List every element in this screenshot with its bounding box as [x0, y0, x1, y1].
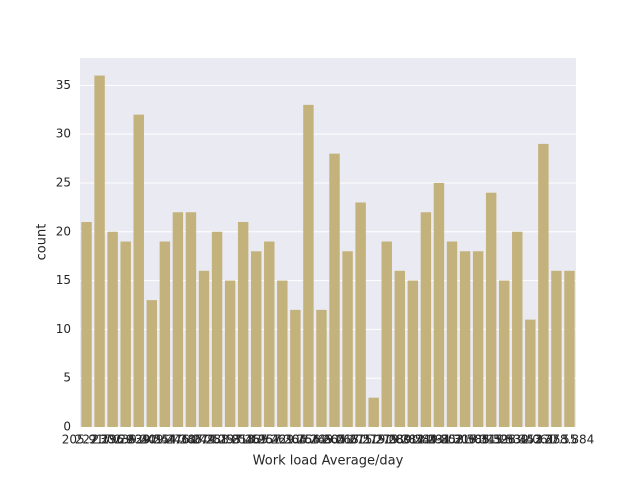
- bar: [407, 280, 419, 427]
- x-tick-label: 264.249: [284, 433, 334, 447]
- x-tick-label: 246.074: [166, 433, 216, 447]
- bar: [277, 280, 288, 427]
- bar: [303, 104, 314, 427]
- bar: [551, 270, 562, 427]
- bar: [342, 251, 353, 427]
- bar: [198, 270, 210, 427]
- y-tick-label: 15: [56, 273, 71, 287]
- x-tick-label: 205.917: [62, 433, 112, 447]
- bar: [211, 231, 223, 427]
- bar: [538, 143, 549, 427]
- bar: [264, 241, 275, 427]
- bar: [133, 114, 144, 427]
- x-tick-label: 253.957: [231, 433, 281, 447]
- bar: [94, 75, 105, 428]
- y-tick-label: 20: [56, 224, 71, 238]
- x-tick-label: 378.884: [545, 433, 595, 447]
- y-tick-label: 0: [63, 420, 71, 434]
- x-tick-label: 326.452: [492, 433, 542, 447]
- y-tick-label: 25: [56, 175, 71, 189]
- x-tick-label: 265.017: [310, 433, 360, 447]
- x-tick-label: 275.312: [375, 433, 425, 447]
- bar: [224, 280, 236, 427]
- x-tick-label: 239.554: [127, 433, 177, 447]
- bar: [316, 309, 327, 427]
- bar: [159, 241, 171, 427]
- bar: [381, 241, 392, 427]
- y-tick-label: 35: [56, 78, 71, 92]
- x-tick-label: 268.519: [336, 433, 386, 447]
- x-tick-label: 249.797: [192, 433, 242, 447]
- x-tick-label: 343.253: [519, 433, 569, 447]
- y-tick-label: 30: [56, 127, 71, 141]
- bar: [172, 212, 184, 427]
- bar: [355, 202, 366, 427]
- x-tick-label: 251.818: [205, 433, 255, 447]
- x-tick-label: 330.061: [506, 433, 556, 447]
- bar: [394, 270, 406, 427]
- bar: [485, 192, 497, 427]
- bar: [290, 309, 301, 427]
- x-tick-label: 313.532: [479, 433, 529, 447]
- bar: [329, 153, 340, 427]
- bar: [250, 251, 262, 427]
- x-tick-label: 261.306: [258, 433, 308, 447]
- x-tick-label: 265.615: [323, 433, 373, 447]
- bar: [472, 251, 484, 427]
- x-tick-label: 308.593: [466, 433, 516, 447]
- x-tick-label: 253.465: [218, 433, 268, 447]
- bar: [146, 300, 158, 427]
- x-tick-label: 377.55: [535, 433, 577, 447]
- x-tick-label: 264.604: [297, 433, 347, 447]
- x-axis-label: Work load Average/day: [253, 454, 404, 469]
- x-tick-label: 275.089: [362, 433, 412, 447]
- y-tick-label: 5: [63, 371, 71, 385]
- bar: [564, 270, 575, 427]
- x-tick-label: 306.345: [453, 433, 503, 447]
- x-tick-label: 280.549: [388, 433, 438, 447]
- x-tick-label: 222.196: [75, 433, 125, 447]
- x-tick-label: 244.387: [153, 433, 203, 447]
- x-tick-label: 236.629: [101, 433, 151, 447]
- bar: [81, 222, 92, 427]
- bar: [237, 222, 249, 427]
- bar: [433, 182, 445, 427]
- x-tick-label: 246.288: [179, 433, 229, 447]
- bar: [525, 319, 536, 427]
- x-tick-label: 284.853: [414, 433, 464, 447]
- bar: [459, 251, 471, 427]
- x-tick-label: 241.476: [140, 433, 190, 447]
- bar: [368, 397, 379, 427]
- bar: [498, 280, 510, 427]
- x-tick-label: 294.217: [427, 433, 477, 447]
- y-tick-label: 10: [56, 322, 71, 336]
- x-tick-label: 239.409: [114, 433, 164, 447]
- y-axis-label: count: [35, 224, 50, 261]
- x-tick-label: 257.429: [244, 433, 294, 447]
- x-tick-label: 284.031: [401, 433, 451, 447]
- bar: [107, 231, 118, 427]
- x-tick-label: 261.756: [271, 433, 321, 447]
- bar: [446, 241, 458, 427]
- x-tick-label: 271.219: [349, 433, 399, 447]
- bar: [185, 212, 197, 427]
- bar: [420, 212, 432, 427]
- x-tick-label: 230.29: [92, 433, 134, 447]
- x-tick-label: 302.585: [440, 433, 490, 447]
- bar: [120, 241, 131, 427]
- bar: [512, 231, 523, 427]
